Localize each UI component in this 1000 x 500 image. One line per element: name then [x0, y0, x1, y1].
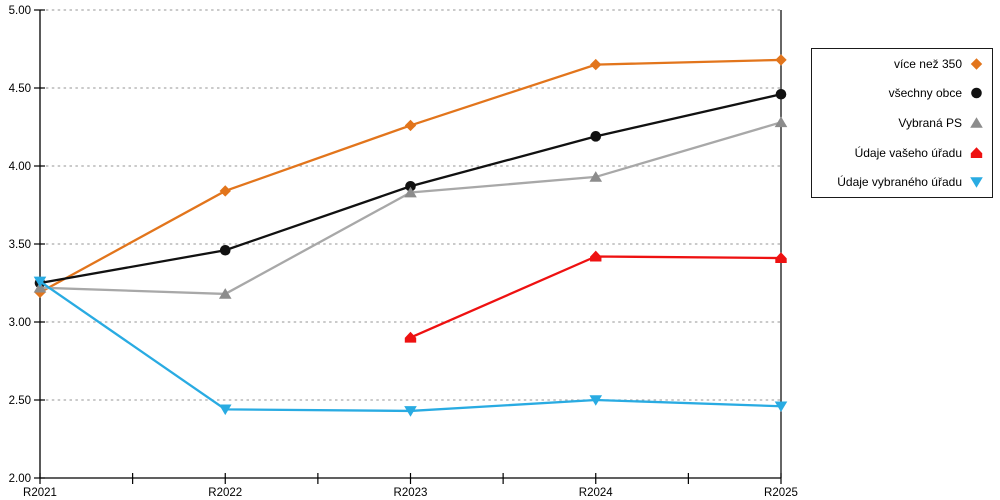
series-house — [404, 250, 787, 343]
data-point-marker — [775, 252, 787, 264]
legend-marker-shape — [971, 88, 982, 99]
x-tick-label: R2021 — [23, 487, 57, 499]
x-tick-label: R2024 — [579, 487, 613, 499]
legend-label: Údaje vašeho úřadu — [854, 145, 962, 160]
data-point-marker — [219, 185, 231, 197]
legend-item: Údaje vybraného úřadu — [812, 167, 992, 197]
data-point-marker — [589, 171, 603, 182]
x-tick-label: R2023 — [394, 487, 428, 499]
data-point-marker — [774, 116, 788, 128]
legend-item: Vybraná PS — [812, 108, 992, 138]
series-line — [39, 121, 782, 296]
data-point-marker — [589, 395, 603, 406]
data-point-marker — [219, 244, 231, 256]
data-point-marker — [590, 131, 602, 142]
data-point-marker — [404, 119, 417, 132]
y-tick-label: 3.50 — [9, 239, 31, 251]
legend-label: všechny obce — [888, 86, 962, 101]
series-diamond — [34, 54, 787, 299]
legend-label: více než 350 — [893, 56, 962, 71]
y-tick-label: 4.00 — [9, 161, 31, 173]
y-tick-label: 2.00 — [9, 473, 31, 485]
legend-marker-house-icon — [970, 146, 983, 158]
series-circle — [34, 88, 787, 289]
legend-marker-diamond-icon — [970, 58, 983, 70]
legend-item: všechny obce — [812, 79, 992, 109]
legend-marker-shape — [970, 146, 983, 158]
legend-item: více než 350 — [812, 49, 992, 79]
y-tick-label: 5.00 — [9, 5, 31, 17]
series-triangle-down — [33, 276, 788, 417]
y-tick-label: 4.50 — [9, 83, 31, 95]
data-point-marker — [33, 276, 47, 288]
x-tick-label: R2025 — [764, 487, 798, 499]
y-tick-label: 3.00 — [9, 317, 31, 329]
data-point-marker — [218, 288, 232, 299]
y-tick-label: 2.50 — [9, 395, 31, 407]
legend-marker-triangle-up-icon — [970, 117, 983, 128]
data-point-marker — [405, 180, 416, 192]
legend: více než 350 všechny obce Vybraná PS Úda… — [811, 48, 993, 198]
series-line — [410, 255, 782, 339]
data-point-marker — [775, 88, 787, 100]
legend-marker-shape — [970, 177, 983, 188]
data-point-marker — [590, 58, 602, 71]
legend-marker-triangle-down-icon — [970, 177, 983, 188]
legend-label: Údaje vybraného úřadu — [837, 175, 962, 190]
data-point-marker — [774, 401, 788, 413]
series-line — [39, 280, 782, 413]
legend-marker-circle-icon — [971, 88, 982, 99]
legend-label: Vybraná PS — [898, 115, 962, 130]
x-tick-label: R2022 — [208, 487, 242, 499]
legend-item: Údaje vašeho úřadu — [812, 138, 992, 168]
legend-marker-shape — [970, 58, 983, 70]
series-triangle-up — [33, 116, 788, 299]
data-point-marker — [590, 250, 602, 262]
data-point-marker — [404, 331, 417, 343]
data-point-marker — [404, 406, 417, 417]
data-point-marker — [775, 54, 787, 66]
data-point-marker — [404, 186, 417, 198]
legend-marker-shape — [970, 117, 983, 128]
data-point-marker — [218, 404, 232, 416]
